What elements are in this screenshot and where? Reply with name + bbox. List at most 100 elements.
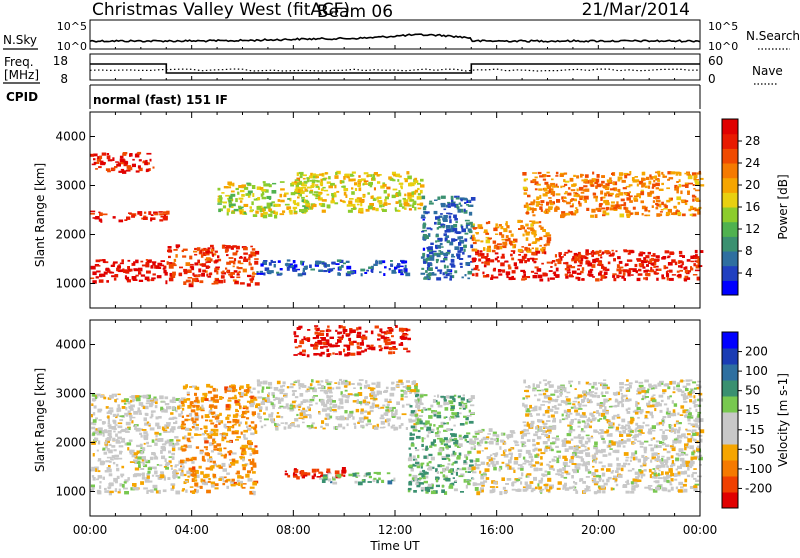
power-cell bbox=[327, 194, 330, 196]
power-cell bbox=[253, 214, 257, 217]
velocity-cell bbox=[240, 386, 244, 389]
velocity-cell bbox=[368, 387, 371, 389]
power-colorbar bbox=[722, 119, 738, 296]
velocity-cell bbox=[148, 490, 151, 492]
velocity-cell bbox=[483, 438, 486, 441]
power-cell bbox=[449, 273, 452, 275]
velocity-cell bbox=[558, 481, 562, 485]
power-cell bbox=[237, 266, 239, 268]
velocity-cell bbox=[182, 416, 184, 419]
power-cell bbox=[484, 265, 487, 268]
velocity-cell bbox=[687, 433, 691, 435]
velocity-cell bbox=[108, 425, 110, 427]
power-cell bbox=[210, 258, 213, 261]
nsky-tick-low: 10^0 bbox=[57, 40, 87, 53]
power-cell bbox=[157, 275, 162, 278]
power-cell bbox=[215, 251, 218, 253]
power-cell bbox=[270, 211, 274, 214]
velocity-cell bbox=[429, 423, 432, 426]
velocity-cell bbox=[428, 408, 432, 411]
velocity-cell bbox=[384, 346, 389, 349]
velocity-cell bbox=[420, 427, 424, 430]
velocity-cell bbox=[524, 442, 527, 444]
velocity-cell bbox=[379, 349, 382, 351]
power-cell bbox=[440, 243, 443, 245]
power-cell bbox=[111, 265, 115, 267]
power-cell bbox=[262, 197, 267, 200]
velocity-cell bbox=[201, 479, 204, 483]
power-cell bbox=[544, 188, 548, 192]
power-cell bbox=[376, 197, 379, 200]
velocity-cell bbox=[180, 472, 184, 476]
velocity-cell bbox=[375, 326, 379, 329]
power-cell bbox=[354, 182, 357, 185]
power-cell bbox=[376, 208, 379, 211]
velocity-cell bbox=[188, 433, 192, 436]
velocity-cell bbox=[488, 464, 491, 467]
velocity-cell bbox=[294, 341, 296, 343]
velocity-cell bbox=[315, 327, 317, 330]
velocity-cell bbox=[433, 424, 435, 427]
velocity-cell bbox=[206, 448, 208, 450]
velocity-cell bbox=[404, 391, 408, 395]
velocity-cell bbox=[249, 445, 252, 448]
power-cell bbox=[315, 176, 319, 178]
velocity-cell bbox=[447, 458, 450, 460]
velocity-cell bbox=[416, 436, 421, 439]
power-cell bbox=[563, 197, 567, 199]
velocity-cell bbox=[640, 465, 643, 467]
power-cell bbox=[620, 214, 625, 218]
velocity-cell bbox=[493, 432, 497, 434]
power-cell bbox=[623, 207, 626, 210]
power-cell bbox=[539, 245, 542, 247]
velocity-cell bbox=[268, 382, 272, 386]
power-cell bbox=[231, 204, 236, 207]
power-cell bbox=[574, 199, 577, 202]
velocity-cell bbox=[656, 465, 659, 468]
velocity-cell bbox=[205, 474, 210, 478]
velocity-cell bbox=[691, 452, 694, 456]
power-cell bbox=[570, 178, 574, 182]
velocity-cell bbox=[188, 445, 192, 448]
power-cell bbox=[489, 246, 492, 248]
velocity-cell bbox=[340, 341, 342, 343]
velocity-cell bbox=[142, 447, 145, 451]
velocity-cell bbox=[146, 434, 148, 437]
velocity-cell bbox=[443, 470, 446, 472]
velocity-cell bbox=[178, 476, 181, 478]
velocity-cell bbox=[484, 447, 488, 449]
power-band bbox=[421, 196, 476, 281]
velocity-cell bbox=[98, 475, 103, 479]
power-cell bbox=[210, 245, 214, 248]
velocity-cell bbox=[166, 431, 171, 433]
velocity-cell bbox=[446, 478, 451, 482]
velocity-cell bbox=[366, 473, 371, 476]
power-cell bbox=[386, 187, 390, 190]
velocity-cell bbox=[259, 406, 262, 410]
velocity-cell bbox=[257, 384, 261, 386]
colorbar-swatch bbox=[722, 207, 738, 222]
power-cell bbox=[345, 194, 347, 198]
velocity-cell bbox=[453, 398, 455, 402]
velocity-cell bbox=[364, 417, 369, 420]
power-cell bbox=[498, 273, 502, 275]
velocity-cell bbox=[128, 410, 131, 413]
power-cell bbox=[511, 278, 516, 280]
power-cell bbox=[690, 214, 693, 216]
velocity-cell bbox=[104, 452, 108, 455]
power-cell bbox=[269, 184, 272, 187]
power-cell bbox=[493, 241, 497, 244]
power-cell bbox=[318, 193, 322, 195]
power-cell bbox=[547, 184, 549, 188]
power-ylabel: Slant Range [km] bbox=[33, 163, 47, 267]
velocity-cell bbox=[670, 465, 673, 468]
velocity-cell bbox=[146, 403, 150, 405]
velocity-cell bbox=[307, 354, 310, 357]
velocity-cell bbox=[606, 468, 611, 472]
velocity-cell bbox=[247, 401, 251, 403]
velocity-cell bbox=[692, 472, 697, 474]
velocity-cell bbox=[297, 380, 300, 382]
velocity-cell bbox=[194, 476, 197, 479]
velocity-cell bbox=[603, 440, 606, 443]
power-cell bbox=[236, 250, 239, 252]
